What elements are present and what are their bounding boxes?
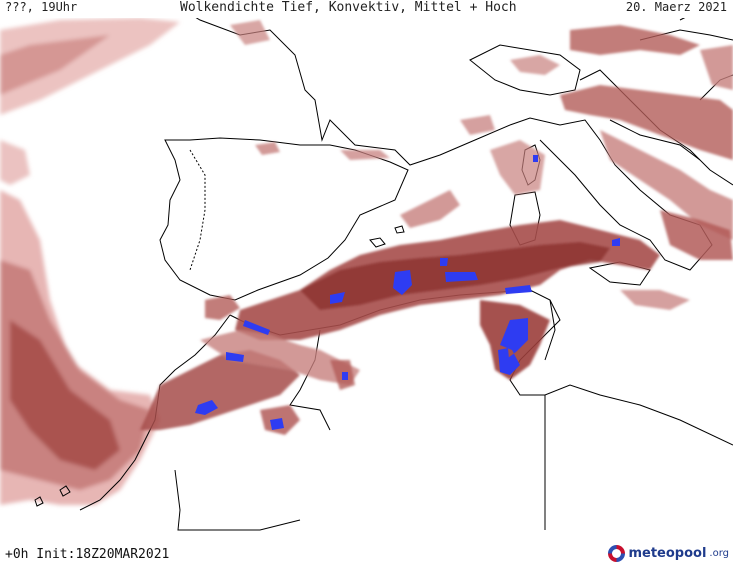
atlantic-cloud-field — [0, 18, 180, 505]
cloud-bands — [140, 20, 733, 435]
forecast-date: 20. Maerz 2021 — [625, 0, 727, 14]
logo-tld: .org — [709, 548, 729, 559]
header-band — [0, 0, 733, 18]
meteopool-logo[interactable]: meteopool .org — [608, 545, 729, 562]
run-time-label: ???, 19Uhr — [5, 0, 78, 14]
meteopool-logo-icon — [608, 545, 626, 562]
map-title: Wolkendichte Tief, Konvektiv, Mittel + H… — [180, 0, 517, 15]
logo-name: meteopool — [628, 546, 707, 561]
convective-cells — [195, 155, 620, 430]
init-time-label: +0h Init:18Z20MAR2021 — [5, 547, 170, 562]
